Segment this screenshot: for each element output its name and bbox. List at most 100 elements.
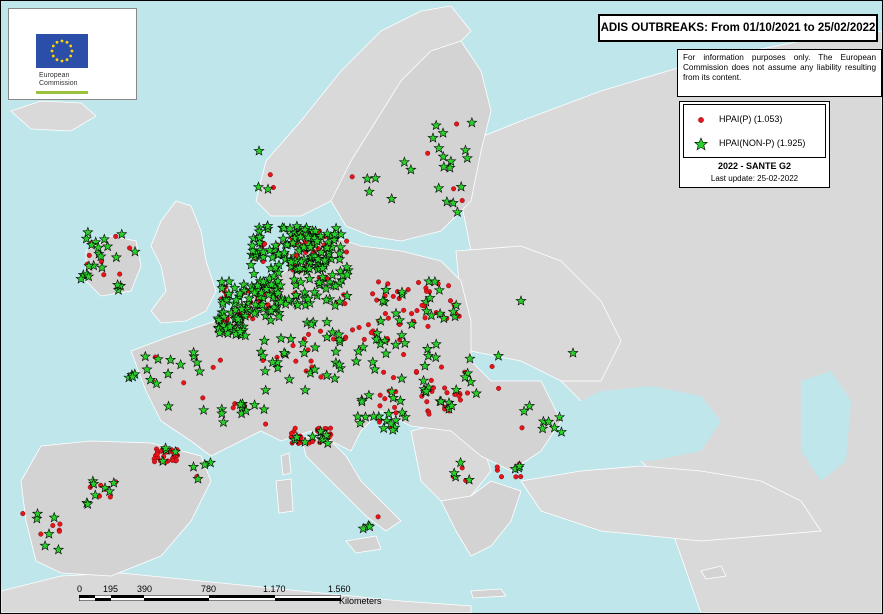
hpai-p-marker — [356, 325, 362, 331]
hpai-non-p-marker — [447, 305, 459, 317]
hpai-p-marker — [377, 403, 383, 409]
hpai-non-p-marker — [108, 477, 120, 488]
hpai-non-p-marker — [294, 262, 306, 274]
hpai-non-p-marker — [433, 284, 445, 295]
hpai-non-p-marker — [162, 368, 174, 379]
hpai-non-p-marker — [361, 172, 373, 184]
hpai-non-p-marker — [447, 197, 459, 208]
hpai-non-p-marker — [216, 282, 228, 294]
hpai-non-p-marker — [95, 250, 107, 262]
ec-logo: European Commission — [8, 8, 137, 100]
hpai-non-p-marker — [162, 400, 175, 412]
hpai-non-p-marker — [299, 436, 311, 447]
hpai-non-p-marker — [326, 241, 338, 252]
hpai-non-p-marker — [39, 539, 51, 551]
hpai-non-p-marker — [88, 478, 100, 489]
hpai-non-p-marker — [217, 297, 229, 309]
hpai-non-p-marker — [230, 294, 242, 305]
hpai-non-p-marker — [253, 145, 265, 156]
hpai-p-marker — [424, 288, 430, 294]
hpai-non-p-marker — [234, 398, 246, 410]
hpai-p-marker — [151, 459, 157, 465]
hpai-p-marker — [428, 377, 434, 383]
hpai-non-p-marker — [236, 303, 248, 314]
hpai-non-p-marker — [306, 430, 319, 442]
hpai-non-p-marker — [248, 268, 260, 279]
hpai-non-p-marker — [352, 410, 364, 422]
hpai-p-marker — [414, 308, 420, 314]
hpai-p-marker — [448, 298, 454, 304]
hpai-non-p-marker — [222, 327, 234, 339]
hpai-non-p-marker — [437, 150, 449, 162]
hpai-non-p-marker — [333, 358, 345, 370]
hpai-non-p-marker — [152, 353, 164, 365]
hpai-p-marker — [56, 528, 62, 534]
hpai-non-p-marker — [405, 163, 417, 175]
hpai-non-p-marker — [285, 333, 297, 344]
hpai-non-p-marker — [513, 460, 526, 471]
scale-bar-graphic — [79, 595, 341, 601]
hpai-non-p-marker — [396, 286, 408, 298]
hpai-non-p-marker — [438, 312, 450, 324]
hpai-non-p-marker — [334, 247, 346, 259]
hpai-non-p-marker — [249, 286, 261, 298]
hpai-non-p-marker — [553, 411, 566, 422]
iceland-land — [10, 100, 97, 132]
last-update-label: Last update: 25-02-2022 — [710, 174, 799, 183]
hpai-non-p-marker — [341, 261, 353, 272]
hpai-non-p-marker — [320, 294, 332, 305]
hpai-non-p-marker — [224, 320, 236, 332]
hpai-p-marker — [382, 396, 388, 402]
hpai-non-p-marker — [274, 279, 287, 291]
hpai-non-p-marker — [492, 350, 505, 361]
hpai-non-p-marker — [385, 417, 397, 429]
hpai-non-p-marker — [260, 384, 272, 395]
hpai-non-p-marker — [454, 456, 467, 468]
logo-text: European Commission — [39, 72, 78, 88]
hpai-non-p-marker — [31, 507, 44, 519]
hpai-non-p-marker — [315, 425, 327, 437]
caspian-sea — [801, 371, 851, 481]
hpai-non-p-marker — [435, 395, 447, 407]
hpai-non-p-marker — [390, 307, 402, 319]
hpai-non-p-marker — [406, 318, 418, 330]
outbreak-markers — [20, 116, 579, 555]
hpai-non-p-marker — [309, 225, 322, 236]
hpai-p-marker — [456, 393, 462, 399]
hpai-non-p-marker — [48, 511, 60, 523]
hpai-non-p-marker — [126, 370, 139, 382]
hpai-p-marker — [385, 315, 391, 321]
hpai-p-marker — [465, 390, 471, 396]
hpai-non-p-marker — [295, 276, 307, 288]
hpai-p-marker — [267, 172, 273, 178]
hpai-non-p-marker — [292, 299, 304, 311]
hpai-non-p-marker — [285, 256, 297, 267]
hpai-non-p-marker — [427, 132, 439, 143]
hpai-p-marker — [328, 425, 334, 431]
hpai-non-p-marker — [199, 458, 211, 470]
hpai-p-marker — [419, 302, 425, 308]
hpai-non-p-marker — [217, 416, 230, 428]
crete-land — [470, 588, 507, 599]
hpai-non-p-marker — [144, 374, 157, 385]
hpai-non-p-marker — [245, 259, 257, 270]
hpai-non-p-marker — [141, 363, 153, 375]
hpai-p-marker — [382, 311, 388, 317]
hpai-non-p-marker — [396, 372, 408, 384]
hpai-p-marker — [513, 474, 519, 480]
hpai-non-p-marker — [52, 543, 65, 555]
hpai-non-p-marker — [267, 356, 279, 368]
hpai-non-p-marker — [375, 315, 387, 326]
hpai-non-p-marker — [341, 290, 353, 301]
hpai-non-p-marker — [255, 345, 267, 357]
hpai-non-p-marker — [294, 231, 307, 243]
hpai-non-p-marker — [194, 365, 206, 377]
hpai-non-p-marker — [262, 220, 274, 232]
hpai-non-p-marker — [272, 287, 284, 298]
hpai-non-p-marker — [430, 119, 442, 131]
hpai-non-p-marker — [89, 489, 101, 500]
hpai-non-p-marker — [246, 239, 258, 251]
hpai-p-marker — [127, 245, 133, 251]
logo-bar — [36, 91, 88, 94]
hpai-non-p-marker — [354, 417, 366, 428]
